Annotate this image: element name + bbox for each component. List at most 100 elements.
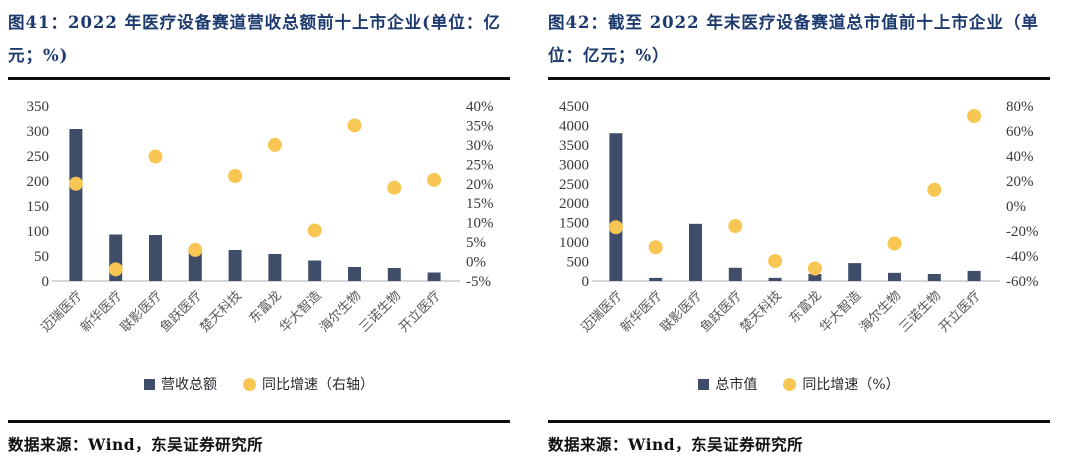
growth-dot: [427, 172, 442, 187]
category-label: 华大智造: [817, 288, 864, 335]
left-axis-tick-label: 0: [42, 274, 50, 290]
right-axis-tick-label: 25%: [466, 157, 494, 173]
left-axis-tick-label: 150: [27, 199, 50, 215]
right-axis-tick-label: -60%: [1006, 274, 1039, 290]
right-axis-tick-label: 40%: [1006, 149, 1034, 165]
category-label: 联影医疗: [118, 288, 165, 335]
category-label: 迈瑞医疗: [38, 288, 85, 335]
right-axis-tick-label: 40%: [466, 99, 494, 115]
growth-dot: [307, 223, 322, 238]
left-axis-tick-label: 2000: [559, 196, 589, 212]
bar: [188, 248, 202, 281]
figure-41-panel: 图41：2022 年医疗设备赛道营收总额前十上市企业(单位：亿元；%) 0 50 1…: [8, 6, 510, 475]
right-axis-tick-label: 10%: [466, 216, 494, 232]
legend-dot-label: 同比增速（%）: [802, 377, 900, 393]
right-axis-tick-label: -40%: [1006, 249, 1039, 265]
growth-dot: [228, 169, 243, 183]
figure-42-legend: 总市值 同比增速（%）: [548, 374, 1050, 394]
left-axis-tick-label: 3000: [559, 157, 589, 173]
legend-item-dot: 同比增速（右轴）: [243, 374, 374, 394]
category-label: 东富龙: [246, 288, 285, 327]
growth-dot: [927, 182, 942, 197]
category-label: 楚天科技: [198, 288, 245, 335]
category-label: 新华医疗: [77, 288, 125, 336]
footer-divider: [548, 420, 1050, 423]
category-label: 三诺生物: [897, 288, 944, 335]
category-label: 海尔生物: [857, 288, 904, 335]
bar: [689, 223, 702, 281]
left-axis-tick-label: 4000: [559, 118, 589, 134]
figure-41-data-source: 数据来源：Wind，东吴证券研究所: [8, 435, 264, 454]
category-label: 开立医疗: [937, 288, 984, 335]
growth-dot: [108, 262, 123, 277]
right-axis-tick-label: -5%: [466, 274, 491, 290]
left-axis-tick-label: 50: [34, 249, 49, 265]
bar: [967, 270, 981, 281]
left-axis-tick-label: 100: [27, 224, 50, 240]
title-divider: [548, 77, 1050, 80]
legend-bar-label: 总市值: [715, 377, 758, 393]
left-axis-tick-label: 250: [27, 149, 50, 165]
dot-series-swatch-icon: [783, 377, 797, 391]
bar: [808, 274, 822, 281]
bar: [69, 129, 83, 281]
bar: [728, 267, 742, 281]
bar: [888, 272, 901, 281]
growth-dot: [967, 109, 982, 123]
right-axis-tick-label: 80%: [1006, 99, 1034, 115]
right-axis-tick-label: 5%: [466, 235, 486, 251]
title-divider: [8, 77, 510, 80]
left-axis-tick-label: 2500: [559, 177, 589, 193]
category-label: 华大智造: [277, 288, 324, 335]
bar: [768, 277, 782, 281]
left-axis-tick-label: 1000: [559, 235, 589, 251]
legend-item-bar: 营收总额: [144, 374, 217, 394]
bar: [927, 274, 941, 281]
figure-42-data-source: 数据来源：Wind，东吴证券研究所: [548, 435, 804, 454]
legend-item-dot: 同比增速（%）: [783, 374, 900, 394]
growth-dot: [68, 176, 83, 191]
figure-41-title: 图41：2022 年医疗设备赛道营收总额前十上市企业(单位：亿元；%): [8, 13, 501, 65]
bar: [609, 133, 623, 281]
bar: [149, 235, 162, 281]
growth-dot: [648, 240, 663, 255]
growth-dot: [728, 219, 743, 233]
right-axis-tick-label: -20%: [1006, 224, 1039, 240]
legend-dot-label: 同比增速（右轴）: [262, 377, 374, 393]
left-axis-tick-label: 350: [27, 99, 50, 115]
bar: [348, 267, 361, 281]
category-label: 联影医疗: [658, 288, 705, 335]
growth-dot: [148, 149, 163, 164]
bar: [848, 263, 862, 281]
growth-dot: [608, 220, 623, 235]
category-label: 三诺生物: [357, 288, 404, 335]
category-label: 开立医疗: [397, 288, 444, 335]
left-axis-tick-label: 0: [582, 274, 590, 290]
bar: [228, 250, 242, 281]
bar: [268, 254, 282, 281]
left-axis-tick-label: 500: [567, 255, 590, 271]
legend-item-bar: 总市值: [698, 374, 757, 394]
figure-42-panel: 图42：截至 2022 年末医疗设备赛道总市值前十上市企业（单位：亿元；%） 0…: [548, 6, 1050, 475]
right-axis-tick-label: 60%: [1006, 124, 1034, 140]
left-axis-tick-label: 300: [27, 124, 50, 140]
dot-series-swatch-icon: [243, 377, 256, 391]
category-label: 海尔生物: [317, 288, 364, 335]
growth-dot: [188, 242, 203, 257]
bar: [308, 260, 322, 281]
figure-41-legend: 营收总额 同比增速（右轴）: [8, 374, 510, 394]
right-axis-tick-label: 20%: [1006, 174, 1034, 190]
left-axis-tick-label: 200: [27, 174, 50, 190]
category-label: 鱼跃医疗: [157, 288, 205, 336]
bar-series-swatch-icon: [144, 378, 155, 390]
category-label: 鱼跃医疗: [697, 288, 745, 336]
figure-42-title: 图42：截至 2022 年末医疗设备赛道总市值前十上市企业（单位：亿元；%）: [548, 13, 1039, 65]
footer-divider: [8, 420, 510, 423]
growth-dot: [807, 261, 822, 276]
right-axis-tick-label: 15%: [466, 196, 494, 212]
growth-dot: [768, 254, 783, 268]
right-axis-tick-label: 35%: [466, 118, 494, 134]
right-axis-tick-label: 0%: [1006, 199, 1026, 215]
category-label: 楚天科技: [738, 288, 785, 335]
